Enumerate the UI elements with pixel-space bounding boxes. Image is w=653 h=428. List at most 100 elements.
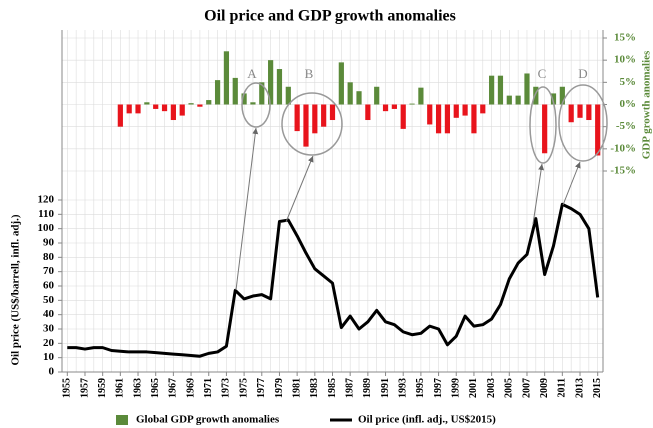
bar (400, 104, 406, 129)
annotation-arrow (285, 155, 314, 223)
x-tick-label: 1991 (380, 378, 391, 398)
bar (161, 104, 168, 112)
y2-tick-label: -15% (610, 165, 636, 177)
annotation-label: C (538, 66, 547, 81)
bar (285, 86, 291, 105)
line (67, 202, 600, 358)
bar (435, 104, 442, 134)
bar (144, 102, 150, 105)
y2-tick-label: -5% (616, 120, 636, 132)
annotation-arrow (235, 127, 259, 291)
bar (276, 69, 283, 105)
x-tick-label: 1997 (433, 378, 444, 398)
bar (577, 104, 583, 118)
x-tick-label: 1981 (291, 378, 302, 398)
x-tick-label: 1963 (132, 378, 143, 398)
bar (321, 104, 327, 127)
x-tick-label: 1987 (344, 378, 355, 398)
legend-swatch (116, 415, 128, 425)
bar (188, 103, 194, 105)
bar (524, 73, 530, 105)
bar (329, 104, 336, 121)
annotation-circle (281, 92, 343, 156)
bar (241, 93, 247, 105)
annotation-circle (241, 82, 271, 128)
bar (338, 62, 344, 105)
bar (223, 51, 230, 105)
y-tick-label: 40 (43, 308, 55, 320)
legend-label: Global GDP growth anomalies (136, 414, 280, 426)
x-tick-label: 1965 (150, 378, 161, 398)
x-tick-label: 1957 (79, 378, 90, 398)
y-tick-label: 70 (43, 265, 55, 277)
legend-label: Oil price (infl. adj., US$2015) (358, 414, 496, 426)
bar (480, 104, 486, 114)
x-tick-label: 1969 (185, 378, 196, 398)
bar (427, 104, 433, 125)
bar (550, 93, 557, 105)
y-tick-label: 0 (49, 366, 55, 378)
bar (197, 104, 203, 107)
y2-tick-label: 10% (614, 54, 636, 66)
x-tick-label: 1977 (256, 378, 267, 398)
bar (462, 104, 468, 116)
bar (391, 104, 397, 109)
bar (506, 95, 512, 105)
bar (382, 104, 389, 112)
bar (586, 104, 592, 121)
annotation-label: D (578, 66, 587, 81)
bar (170, 104, 176, 121)
y-tick-label: 30 (43, 323, 55, 335)
annotation-arrow (532, 163, 545, 225)
x-tick-label: 2001 (468, 378, 479, 398)
x-tick-label: 2013 (574, 378, 585, 398)
bar (453, 104, 459, 118)
annotation-label: A (247, 66, 257, 81)
bar (303, 104, 309, 147)
x-tick-label: 2007 (521, 378, 532, 398)
x-tick-label: 1959 (97, 378, 108, 398)
y-axis-label: Oil price (US$/barrell, infl. adj.) (10, 214, 22, 365)
bar (214, 80, 221, 105)
bar (568, 104, 574, 123)
x-tick-label: 1971 (203, 378, 214, 398)
y-tick-label: 50 (43, 294, 55, 306)
y-tick-label: 60 (43, 280, 55, 292)
y2-tick-label: 15% (614, 32, 636, 44)
x-tick-label: 1995 (415, 378, 426, 398)
annotation-arrow (562, 161, 581, 206)
bar (268, 60, 274, 105)
y-tick-label: 100 (38, 222, 55, 234)
bar (135, 104, 141, 114)
bar (444, 104, 451, 134)
x-tick-label: 1983 (309, 378, 320, 398)
annotation-circle (529, 86, 557, 164)
x-tick-label: 1955 (62, 378, 73, 398)
bar (515, 95, 521, 105)
y-tick-label: 10 (43, 351, 55, 363)
bar (206, 100, 212, 105)
x-tick-label: 2005 (504, 378, 515, 398)
x-tick-label: 2015 (592, 378, 603, 398)
x-tick-label: 1985 (327, 378, 338, 398)
x-tick-label: 1961 (115, 378, 126, 398)
bar (374, 86, 380, 105)
bar (259, 82, 265, 105)
x-tick-label: 2003 (486, 378, 497, 398)
x-tick-label: 1989 (362, 378, 373, 398)
annotation-circle (558, 84, 608, 162)
y-tick-label: 80 (43, 251, 55, 263)
y-tick-label: 90 (43, 237, 55, 249)
chart-title: Oil price and GDP growth anomalies (204, 8, 456, 25)
annotation-label: B (305, 66, 314, 81)
bar (409, 103, 415, 105)
bar (471, 104, 477, 134)
y2-tick-label: -10% (610, 142, 636, 154)
y-tick-label: 120 (38, 194, 55, 206)
y2-tick-label: 0% (620, 98, 637, 110)
bar (117, 104, 123, 127)
x-tick-label: 1967 (168, 378, 179, 398)
bar (294, 104, 300, 132)
bar (489, 75, 495, 105)
